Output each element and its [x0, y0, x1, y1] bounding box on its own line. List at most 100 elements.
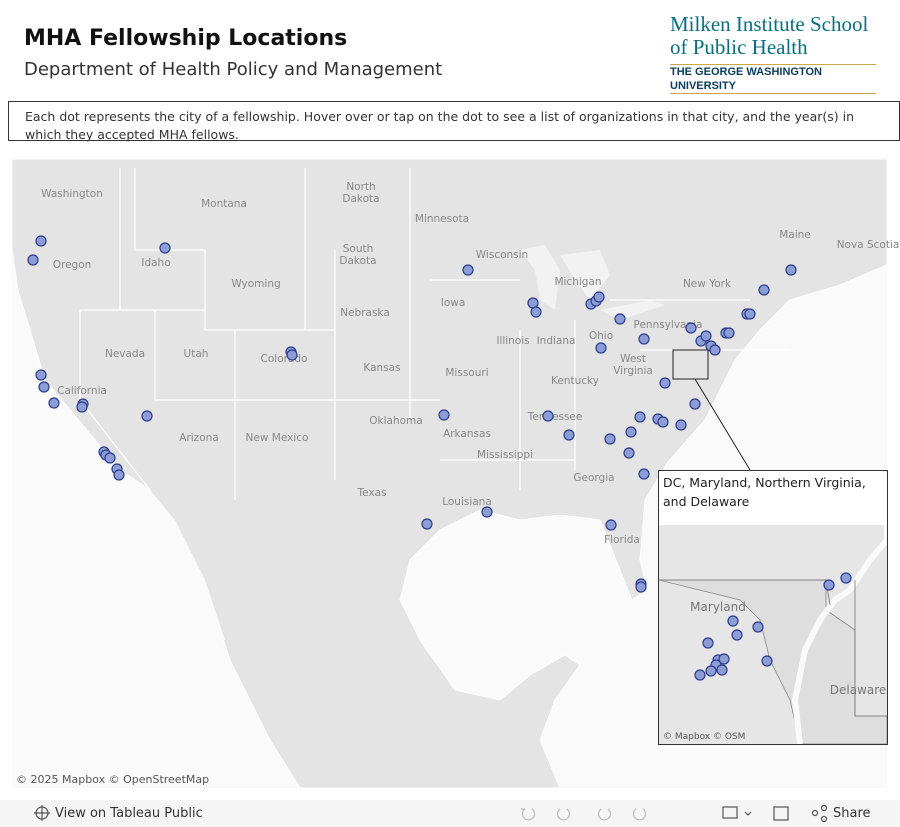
share[interactable]: Share [833, 806, 871, 821]
toolbar: View on Tableau Public Share [0, 800, 900, 827]
state-label: Kentucky [551, 375, 599, 387]
state-label: Oklahoma [369, 415, 422, 427]
city-dot[interactable] [700, 330, 712, 342]
state-label: Wyoming [231, 278, 280, 290]
city-dot[interactable] [35, 369, 47, 381]
city-dot[interactable] [702, 637, 714, 649]
city-dot[interactable] [462, 264, 474, 276]
state-label: Utah [184, 348, 209, 360]
state-label: North Dakota [342, 181, 379, 205]
state-label: Louisiana [442, 496, 492, 508]
city-dot[interactable] [689, 398, 701, 410]
city-dot[interactable] [705, 665, 717, 677]
city-dot[interactable] [716, 664, 728, 676]
state-label: Indiana [537, 335, 576, 347]
city-dot[interactable] [113, 469, 125, 481]
state-label: Florida [604, 534, 640, 546]
logo-line: Milken Institute School [670, 12, 869, 36]
city-dot[interactable] [48, 397, 60, 409]
city-dot[interactable] [718, 653, 730, 665]
city-dot[interactable] [141, 410, 153, 422]
state-label: Iowa [441, 297, 466, 309]
state-label: Kansas [363, 362, 400, 374]
state-label: New Mexico [246, 432, 309, 444]
city-dot[interactable] [623, 447, 635, 459]
state-label: Montana [201, 198, 247, 210]
state-label: Arizona [179, 432, 218, 444]
city-dot[interactable] [595, 342, 607, 354]
city-dot[interactable] [727, 615, 739, 627]
city-dot[interactable] [731, 629, 743, 641]
state-label: Colorado [261, 353, 308, 365]
inset-label: Delaware [830, 683, 887, 697]
city-dot[interactable] [752, 621, 764, 633]
city-dot[interactable] [744, 308, 756, 320]
city-dot[interactable] [685, 322, 697, 334]
state-label: Michigan [554, 276, 601, 288]
city-dot[interactable] [76, 401, 88, 413]
city-dot[interactable] [563, 429, 575, 441]
state-label: Arkansas [443, 428, 491, 440]
city-dot[interactable] [481, 506, 493, 518]
state-label: Georgia [573, 472, 614, 484]
city-dot[interactable] [823, 579, 835, 591]
city-dot[interactable] [438, 409, 450, 421]
toolbar-icons [34, 804, 828, 823]
state-label: Missouri [445, 367, 488, 379]
city-dot[interactable] [635, 581, 647, 593]
city-dot[interactable] [634, 411, 646, 423]
state-label: Pennsylvania [634, 319, 703, 331]
city-dot[interactable] [421, 518, 433, 530]
state-label: Nova Scotia [837, 239, 900, 251]
city-dot[interactable] [761, 655, 773, 667]
city-dot[interactable] [286, 349, 298, 361]
state-label: Maine [779, 229, 811, 241]
logo-line: THE GEORGE WASHINGTON UNIVERSITY [670, 64, 876, 94]
state-label: Illinois [496, 335, 529, 347]
map-attribution: © 2025 Mapbox © OpenStreetMap [16, 773, 209, 786]
city-dot[interactable] [840, 572, 852, 584]
city-dot[interactable] [542, 410, 554, 422]
city-dot[interactable] [659, 377, 671, 389]
logo: Milken Institute School of Public Health… [670, 13, 876, 94]
state-label: West Virginia [613, 353, 653, 377]
state-label: Washington [41, 188, 103, 200]
city-dot[interactable] [605, 519, 617, 531]
state-label: Idaho [141, 257, 170, 269]
state-label: Ohio [589, 330, 613, 342]
city-dot[interactable] [104, 452, 116, 464]
city-dot[interactable] [35, 235, 47, 247]
city-dot[interactable] [530, 306, 542, 318]
state-label: Texas [356, 487, 386, 499]
city-dot[interactable] [723, 327, 735, 339]
map: Washington Montana North Dakota Minnesota Ore… [12, 159, 900, 788]
city-dot[interactable] [675, 419, 687, 431]
inset [658, 470, 888, 745]
city-dot[interactable] [694, 669, 706, 681]
state-label: Nebraska [340, 307, 390, 319]
city-dot[interactable] [159, 242, 171, 254]
city-dot[interactable] [27, 254, 39, 266]
city-dot[interactable] [785, 264, 797, 276]
city-dot[interactable] [625, 426, 637, 438]
city-dot[interactable] [657, 416, 669, 428]
city-dot[interactable] [604, 433, 616, 445]
city-dot[interactable] [614, 313, 626, 325]
city-dot[interactable] [38, 381, 50, 393]
state-label: Oregon [53, 259, 92, 271]
state-label: Wisconsin [476, 249, 528, 261]
state-label: South Dakota [339, 243, 376, 267]
view-tableau[interactable]: View on Tableau Public [55, 806, 203, 821]
city-dot[interactable] [593, 291, 605, 303]
inset-title: DC, Maryland, Northern Virginia, and Dela… [663, 475, 866, 509]
city-dot[interactable] [758, 284, 770, 296]
city-dot[interactable] [638, 333, 650, 345]
inset-label: Maryland [690, 600, 746, 614]
city-dot[interactable] [638, 468, 650, 480]
inset-attribution: © Mapbox © OSM [663, 732, 745, 742]
state-label: Tennessee [527, 411, 583, 423]
city-dot[interactable] [709, 344, 721, 356]
state-label: Minnesota [415, 213, 469, 225]
state-label: New York [683, 278, 732, 290]
